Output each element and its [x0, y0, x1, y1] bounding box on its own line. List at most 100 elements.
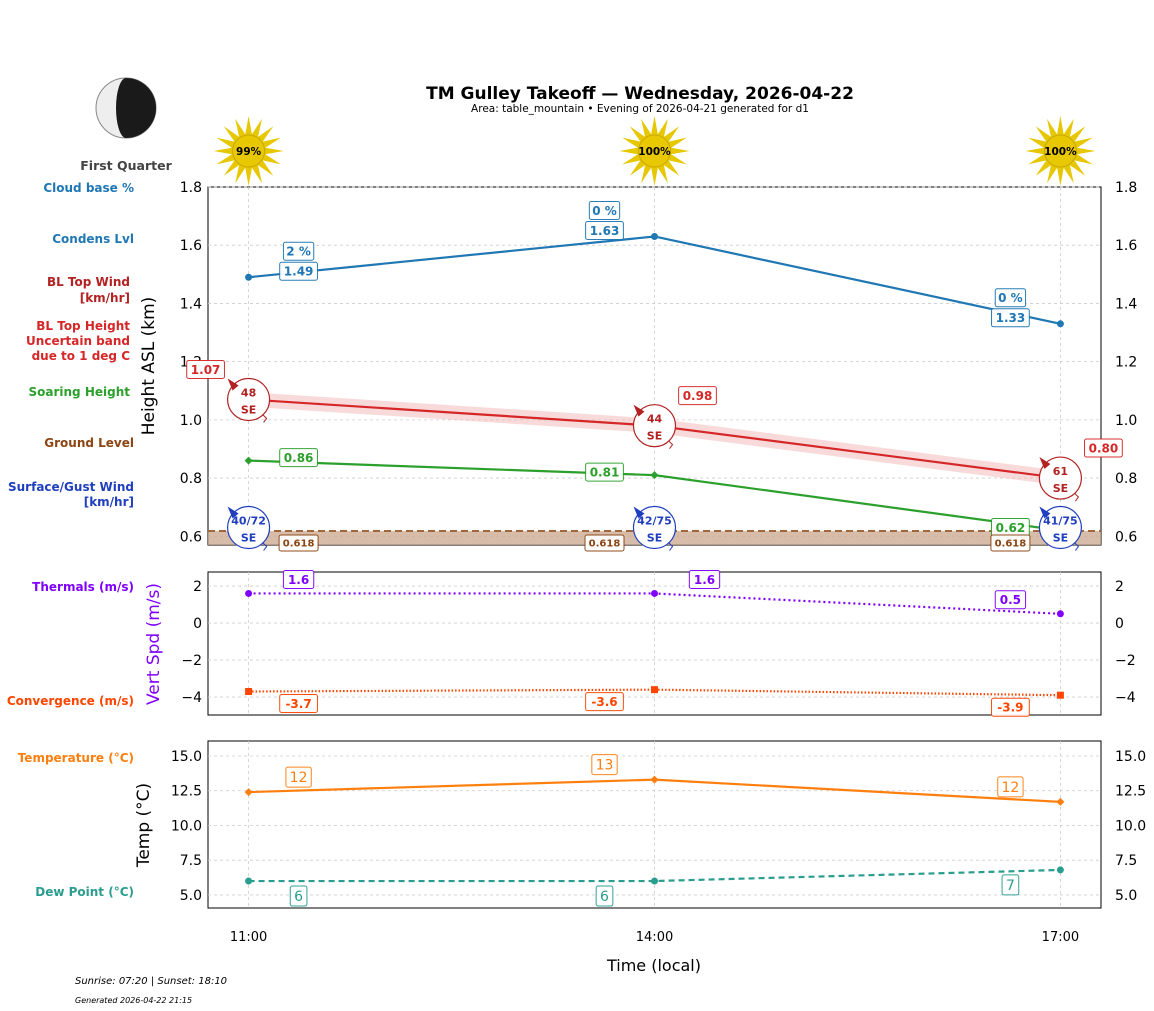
wind-direction-arrow-icon	[633, 404, 645, 417]
y-tick-label-right: 1.4	[1115, 296, 1137, 312]
y-tick-label: 1.8	[180, 180, 202, 196]
y-tick-label-right: 1.6	[1115, 238, 1137, 254]
sun-times: Sunrise: 07:20 | Sunset: 18:10	[75, 976, 227, 987]
bl-wind-barb-circle	[632, 404, 677, 448]
thermals-label: 1.6	[288, 573, 309, 587]
thermals-label-box	[282, 569, 315, 589]
sun-percent: 99%	[236, 146, 262, 158]
y-tick-label-right: −2	[1115, 653, 1136, 669]
side-label-bl-wind: BL Top Wind	[47, 275, 130, 289]
bl-uncertainty-band	[248, 392, 1061, 486]
cloud-base-point	[245, 273, 253, 281]
panel-frame	[207, 186, 1102, 546]
convergence-label: -3.9	[997, 701, 1023, 715]
sun-percent: 100%	[1044, 146, 1077, 158]
ground-label-box	[584, 534, 625, 552]
cloud-base-label-box	[991, 308, 1030, 328]
x-tick-label: 17:00	[1042, 930, 1079, 945]
surface-wind-barb-speed: 42/75	[637, 515, 672, 528]
temperature-label-box	[997, 776, 1024, 798]
y-tick-label: 10.0	[171, 818, 202, 834]
bl-wind-barb-speed: 44	[647, 413, 663, 426]
surface-wind-barb-circle	[632, 505, 677, 550]
moon-phase-label: First Quarter	[80, 158, 172, 173]
temperature-point	[244, 788, 253, 797]
x-axis-label: Time (local)	[606, 956, 701, 975]
y-tick-label: 5.0	[180, 888, 202, 904]
bl-top-label-box	[186, 359, 225, 379]
sun-disc	[1043, 134, 1077, 168]
dewpoint-label-box	[595, 885, 614, 907]
side-label-surface-unit: [km/hr]	[84, 495, 134, 509]
y-tick-label: −2	[181, 653, 202, 669]
surface-wind-barb-circle	[1038, 505, 1083, 550]
cloud-base-label: 1.33	[996, 311, 1026, 325]
wind-direction-arrow-icon	[633, 506, 645, 519]
thermals-point	[245, 589, 253, 597]
ground-label-box	[990, 534, 1031, 552]
y-tick-label-right: 5.0	[1115, 888, 1137, 904]
y-tick-label: 1.6	[180, 238, 202, 254]
wind-direction-arrow-icon	[227, 506, 239, 519]
y-tick-label-right: 0.6	[1115, 529, 1137, 545]
surface-wind-barb-speed: 41/75	[1043, 515, 1078, 528]
cloud-percent-label: 0 %	[998, 291, 1023, 305]
thermals-point	[1056, 610, 1064, 618]
convergence-label: -3.7	[285, 697, 311, 711]
wind-direction-arrow-icon	[227, 378, 239, 391]
ground-label: 0.618	[995, 539, 1027, 550]
wind-tail-icon	[668, 440, 674, 449]
y-tick-label-right: 1.2	[1115, 355, 1137, 371]
bl-top-label: 1.07	[191, 363, 221, 377]
y-tick-label: −4	[181, 690, 202, 706]
wind-tail-icon	[1074, 492, 1080, 502]
sun-disc	[232, 134, 266, 168]
cloud-percent-label-box	[994, 288, 1027, 308]
soaring-label: 0.86	[284, 451, 314, 465]
cloud-base-label: 1.49	[284, 265, 314, 279]
sun-icon	[619, 116, 690, 186]
dewpoint-label: 6	[294, 889, 303, 905]
convergence-point	[245, 688, 253, 696]
soaring-point	[650, 471, 659, 480]
y-tick-label: 0.6	[180, 529, 202, 545]
cloud-base-point	[1056, 320, 1064, 328]
side-label-convergence: Convergence (m/s)	[7, 694, 134, 708]
wind-tail-icon	[262, 414, 268, 423]
dewpoint-point	[1056, 866, 1064, 874]
surface-wind-barb-direction: SE	[241, 532, 256, 545]
thermals-label-box	[688, 569, 721, 589]
sun-icon	[1025, 116, 1096, 186]
moon-icon	[95, 77, 157, 139]
dewpoint-point	[651, 877, 658, 885]
side-label-bl-wind-unit: [km/hr]	[80, 291, 130, 305]
bl-top-label-box	[678, 386, 717, 406]
dewpoint-label: 7	[1006, 878, 1015, 894]
cloud-base-label-box	[585, 220, 624, 240]
soaring-label: 0.81	[590, 465, 620, 479]
side-label-bl-band-2: due to 1 deg C	[32, 349, 131, 363]
y-tick-label: 7.5	[180, 853, 202, 869]
bl-wind-barb-speed: 61	[1053, 465, 1068, 478]
wind-direction-arrow-icon	[1039, 506, 1051, 519]
thermals-label-box	[994, 590, 1027, 610]
generated-time: Generated 2026-04-22 21:15	[75, 996, 192, 1005]
sun-icon	[213, 116, 284, 186]
bl-wind-barb-direction: SE	[647, 430, 662, 443]
y-tick-label: 1.4	[180, 296, 202, 312]
surface-wind-barb-speed: 40/72	[231, 515, 266, 528]
convergence-label-box	[279, 694, 318, 714]
cloud-percent-label-box	[282, 241, 315, 261]
bl-top-label: 0.80	[1089, 441, 1119, 455]
side-label-condens: Condens Lvl	[52, 232, 134, 246]
dewpoint-label-box	[289, 885, 308, 907]
thermals-label: 1.6	[694, 573, 715, 587]
side-label-surface: Surface/Gust Wind	[8, 480, 134, 494]
dewpoint-point	[245, 877, 253, 885]
x-tick-label: 11:00	[230, 930, 267, 945]
bl-top-label-box	[1084, 438, 1123, 458]
side-label-cloud-base: Cloud base %	[43, 181, 134, 195]
surface-wind-barb-direction: SE	[1053, 532, 1068, 545]
side-label-dewpoint: Dew Point (°C)	[35, 885, 134, 899]
